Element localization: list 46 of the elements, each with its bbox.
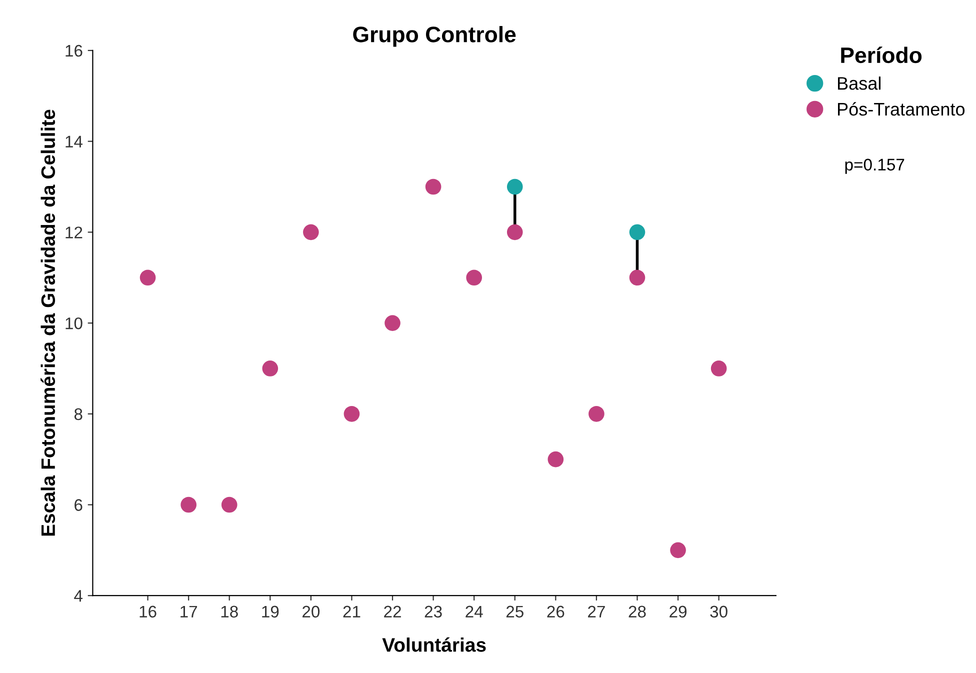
x-tick-label: 16 bbox=[140, 606, 156, 618]
point bbox=[425, 178, 442, 195]
y-axis-title: Escala Fotonumérica da Gravidade da Celulite bbox=[40, 110, 56, 536]
x-tick-label: 23 bbox=[424, 606, 442, 618]
point bbox=[548, 451, 564, 468]
x-tick-label: 30 bbox=[710, 606, 728, 618]
x-tick-label: 22 bbox=[384, 606, 401, 618]
legend-label: Basal bbox=[838, 76, 880, 90]
x-tick-label: 26 bbox=[547, 606, 564, 618]
point bbox=[384, 315, 400, 331]
y-tick-label: 14 bbox=[66, 136, 83, 148]
x-tick-label: 25 bbox=[506, 606, 524, 618]
x-tick-label: 27 bbox=[588, 606, 605, 618]
point bbox=[262, 360, 278, 376]
y-tick-label: 12 bbox=[66, 226, 82, 238]
y-tick-label: 4 bbox=[74, 590, 83, 602]
x-axis-title: Voluntárias bbox=[382, 637, 486, 652]
point bbox=[710, 360, 727, 376]
y-tick-label: 6 bbox=[74, 499, 82, 511]
x-tick-label: 17 bbox=[180, 606, 198, 618]
x-tick-label: 24 bbox=[466, 606, 483, 618]
x-tick-label: 28 bbox=[628, 606, 646, 618]
chart-title: Grupo Controle bbox=[353, 26, 516, 47]
legend-label: Pós-Tratamento bbox=[838, 102, 965, 116]
point bbox=[670, 542, 686, 558]
point bbox=[466, 270, 482, 286]
text: p=0.157 bbox=[845, 158, 904, 174]
y-tick-label: 8 bbox=[74, 408, 82, 420]
point bbox=[140, 270, 156, 286]
x-tick-label: 19 bbox=[262, 606, 279, 618]
point bbox=[506, 224, 523, 240]
point bbox=[221, 496, 238, 513]
point bbox=[588, 406, 604, 422]
x-tick-label: 18 bbox=[221, 606, 238, 618]
y-tick-label: 16 bbox=[66, 44, 82, 57]
legend-title: Período bbox=[841, 46, 922, 64]
point bbox=[303, 224, 319, 240]
x-tick-label: 20 bbox=[302, 606, 320, 618]
point bbox=[344, 406, 360, 422]
x-tick-label: 21 bbox=[343, 606, 360, 618]
y-tick-label: 10 bbox=[66, 317, 82, 330]
point bbox=[629, 270, 646, 286]
point bbox=[180, 496, 196, 513]
point bbox=[506, 178, 523, 195]
x-tick-label: 29 bbox=[670, 606, 687, 618]
point bbox=[629, 224, 646, 240]
